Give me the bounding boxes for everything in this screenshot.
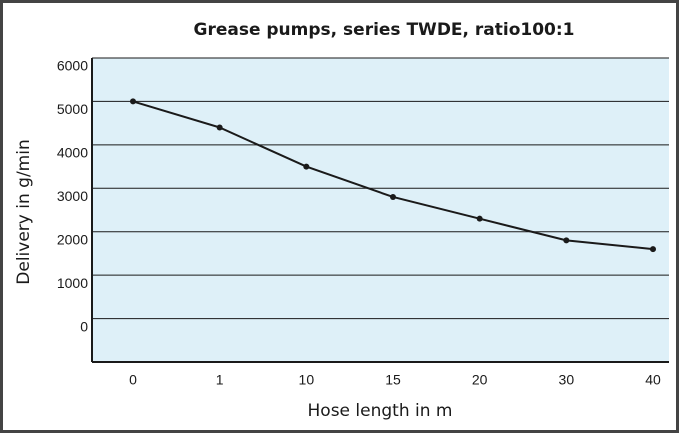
y-tick-label: 6000 — [57, 58, 88, 74]
y-tick-label: 3000 — [57, 188, 88, 204]
y-tick-label: 1000 — [57, 275, 88, 291]
x-tick-label: 10 — [299, 372, 315, 388]
x-tick-label: 20 — [472, 372, 488, 388]
marker — [130, 98, 136, 105]
x-tick-label: 30 — [559, 372, 575, 388]
marker — [303, 163, 310, 170]
y-tick-label: 0 — [80, 318, 88, 334]
y-tick-label: 4000 — [57, 145, 88, 161]
y-tick-label: 5000 — [57, 101, 88, 117]
marker — [390, 193, 396, 200]
marker — [216, 124, 223, 131]
plot-area — [92, 58, 669, 362]
x-tick-label: 1 — [216, 372, 224, 388]
marker — [650, 246, 656, 253]
x-axis-label: Hose length in m — [308, 401, 453, 421]
marker — [563, 237, 570, 244]
x-tick-label: 15 — [385, 372, 401, 388]
y-tick-label: 2000 — [57, 231, 88, 247]
chart-title: Grease pumps, series TWDE, ratio100:1 — [193, 20, 574, 40]
x-tick-label: 40 — [645, 372, 661, 388]
y-axis-label: Delivery in g/min — [14, 139, 34, 284]
marker — [476, 215, 483, 222]
x-tick-label: 0 — [129, 372, 137, 388]
